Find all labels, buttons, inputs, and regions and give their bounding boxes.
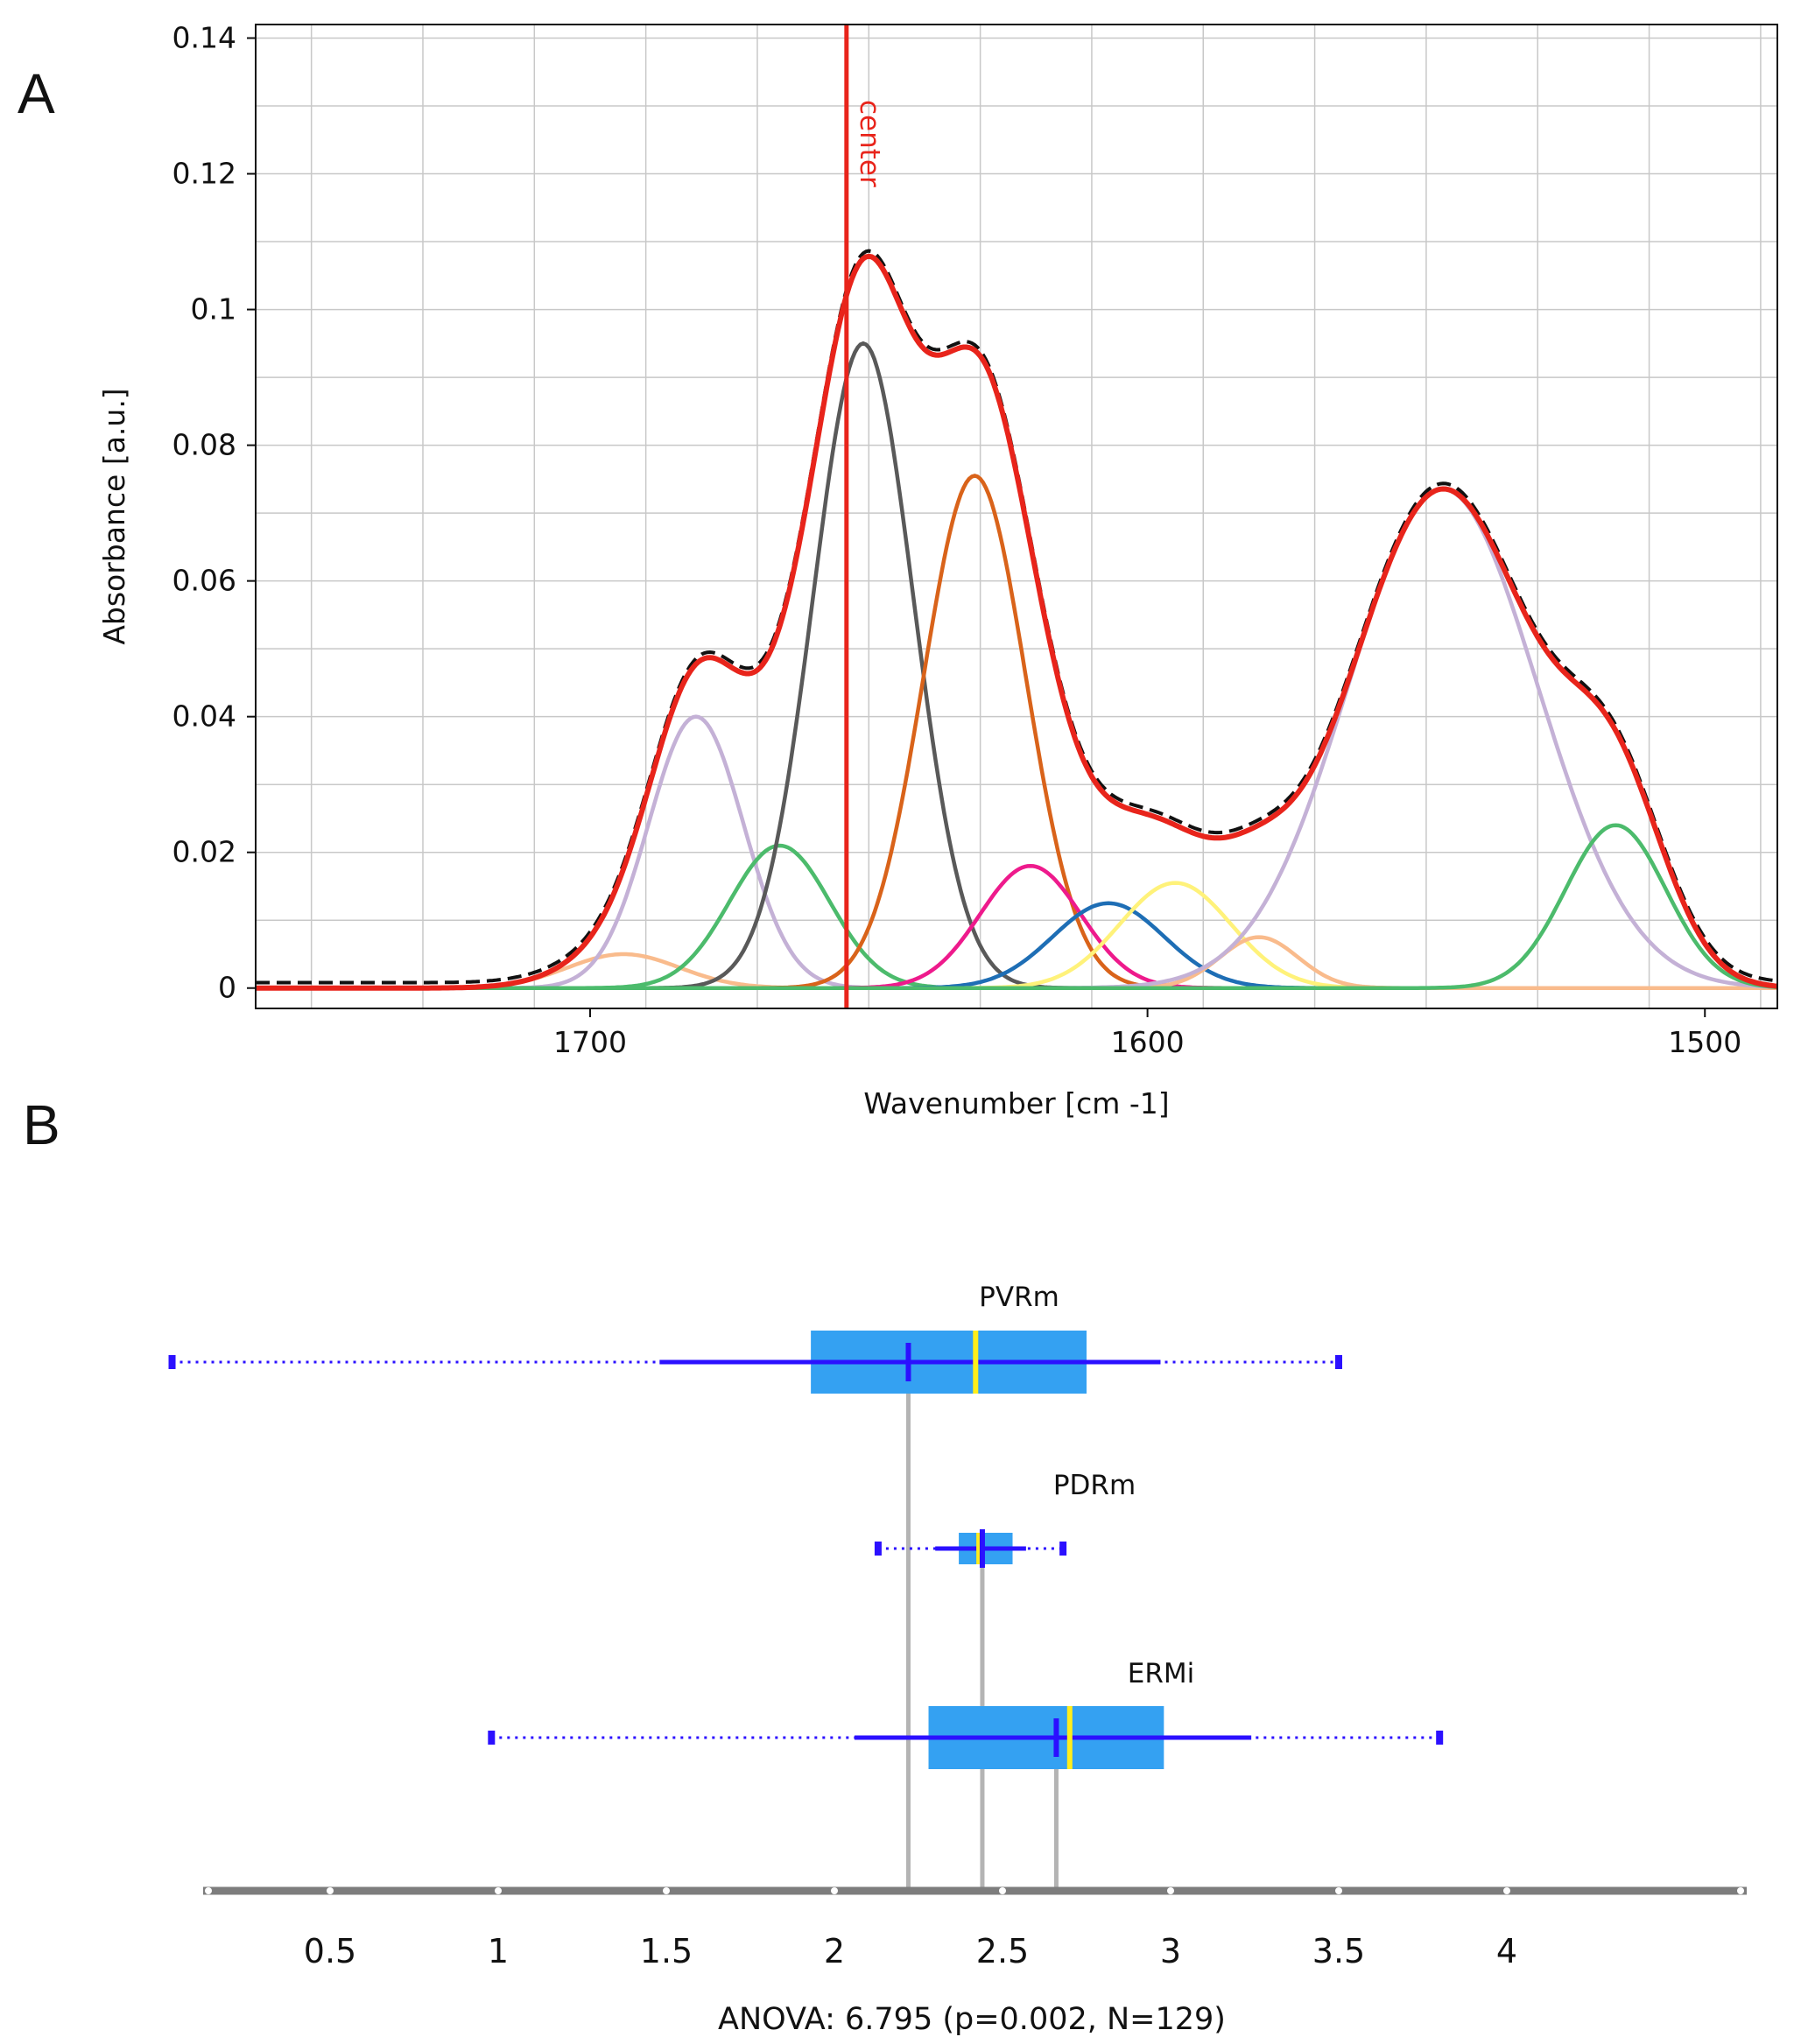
boxplot-axis: 0.5 1 1.5 2 2.5 3 3.5 4 xyxy=(203,1886,1747,1970)
axis-tick-label: 2 xyxy=(824,1932,845,1970)
spectrum-grid xyxy=(256,25,1777,1008)
axis-end-dot xyxy=(1737,1887,1744,1894)
axis-tick-dot xyxy=(495,1887,502,1894)
spectrum-ticks: 1700 1600 1500 0 0.02 0.04 0.06 0.08 0.1 0.12 0.14 xyxy=(172,21,1742,1059)
x-tick-label: 1700 xyxy=(553,1025,627,1059)
axis-tick-dot xyxy=(663,1887,670,1894)
y-tick-label: 0.08 xyxy=(172,428,236,462)
axis-tick-label: 1.5 xyxy=(640,1932,693,1970)
mean-connectors xyxy=(905,1362,1059,1891)
fit-line xyxy=(256,253,1778,991)
axis-end-dot xyxy=(205,1887,212,1894)
spectrum-chart: center 1700 1600 1500 0 0.02 0.04 0.06 0.08 0.1 0… xyxy=(97,21,1778,1120)
axis-tick-dot xyxy=(831,1887,838,1894)
axis-tick-label: 1 xyxy=(488,1932,509,1970)
x-axis-title: Wavenumber [cm -1] xyxy=(863,1086,1169,1120)
axis-tick-label: 0.5 xyxy=(304,1932,356,1970)
max-cap xyxy=(1059,1542,1067,1556)
group-label: ERMi xyxy=(1128,1658,1195,1689)
min-cap xyxy=(488,1731,496,1745)
box-group-pvrm: PVRm xyxy=(168,1282,1342,1394)
min-cap xyxy=(168,1355,176,1369)
axis-tick-dot xyxy=(999,1887,1006,1894)
axis-tick-label: 3.5 xyxy=(1312,1932,1365,1970)
y-tick-label: 0.06 xyxy=(172,564,236,598)
panel-label-a: A xyxy=(18,62,55,125)
group-label: PDRm xyxy=(1053,1470,1136,1501)
anova-footnote: ANOVA: 6.795 (p=0.002, N=129) xyxy=(718,2002,1226,2037)
fitted-spectrum xyxy=(256,253,1778,991)
axis-tick-label: 2.5 xyxy=(976,1932,1029,1970)
box-group-pdrm: PDRm xyxy=(874,1470,1136,1568)
axis-tick-dot xyxy=(1503,1887,1510,1894)
y-tick-label: 0.02 xyxy=(172,835,236,869)
axis-tick-dot xyxy=(1167,1887,1174,1894)
min-cap xyxy=(874,1542,882,1556)
group-label: PVRm xyxy=(979,1282,1059,1313)
max-cap xyxy=(1335,1355,1342,1369)
panel-label-b: B xyxy=(23,1093,60,1156)
component-peak-line xyxy=(256,823,1778,990)
max-cap xyxy=(1436,1731,1444,1745)
component-peaks xyxy=(256,341,1778,990)
axis-tick-dot xyxy=(327,1887,334,1894)
plot-frame xyxy=(255,24,1778,1009)
x-tick-label: 1500 xyxy=(1668,1025,1741,1059)
y-tick-label: 0.04 xyxy=(172,699,236,734)
y-tick-label: 0.14 xyxy=(172,21,236,55)
axis-tick-label: 4 xyxy=(1496,1932,1517,1970)
box-groups: PVRm PDRm ERMi xyxy=(168,1282,1444,1769)
axis-tick-label: 3 xyxy=(1160,1932,1181,1970)
x-tick-label: 1600 xyxy=(1111,1025,1185,1059)
axis-tick-dot xyxy=(1335,1887,1342,1894)
y-tick-label: 0.12 xyxy=(172,157,236,191)
center-annotation: center xyxy=(844,25,885,1008)
y-tick-label: 0 xyxy=(218,971,236,1005)
y-axis-title: Absorbance [a.u.] xyxy=(97,388,131,644)
y-tick-label: 0.1 xyxy=(191,292,236,327)
center-label: center xyxy=(854,100,885,187)
box-group-ermi: ERMi xyxy=(488,1658,1444,1769)
